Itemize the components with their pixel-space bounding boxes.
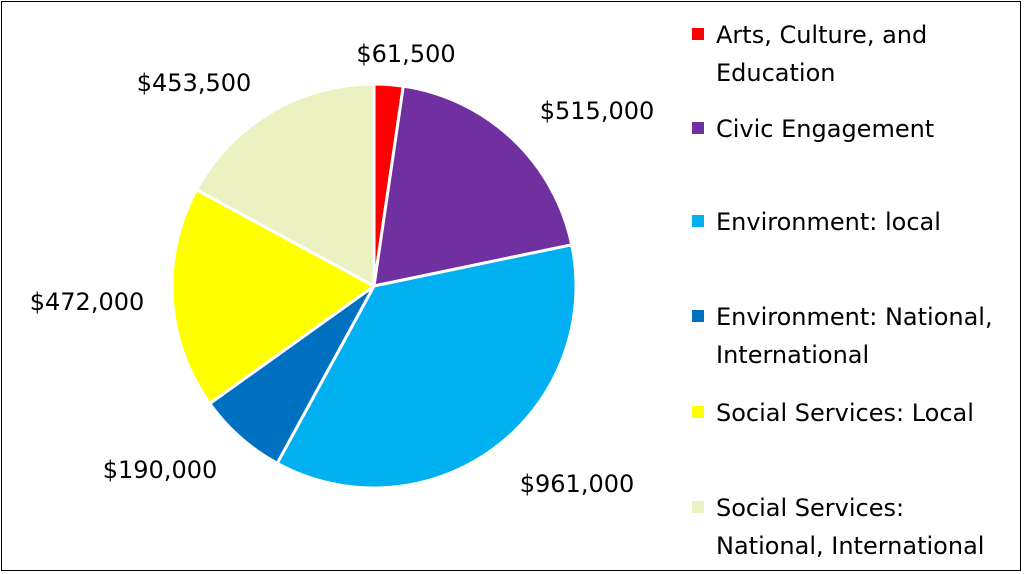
data-label-environment-local: $961,000 bbox=[520, 470, 635, 498]
legend-label-environment-local: Environment: local bbox=[716, 208, 941, 236]
legend-swatch-civic bbox=[692, 122, 704, 134]
legend-label-social-national: Social Services: National, International bbox=[716, 494, 985, 560]
legend-swatch-environment-national bbox=[692, 310, 704, 322]
data-label-environment-national: $190,000 bbox=[103, 456, 218, 484]
pie-slice-environment-local bbox=[275, 243, 578, 490]
legend: Arts, Culture, and Education Civic Engag… bbox=[692, 2, 1022, 572]
legend-label-civic: Civic Engagement bbox=[716, 115, 935, 143]
data-label-social-local: $472,000 bbox=[30, 288, 145, 316]
legend-label-arts: Arts, Culture, and Education bbox=[716, 21, 928, 87]
data-label-civic: $515,000 bbox=[540, 97, 655, 125]
pie-data-labels: $61,500 $515,000 $961,000 $190,000 $472,… bbox=[30, 40, 655, 498]
data-label-social-national: $453,500 bbox=[137, 69, 252, 97]
legend-swatch-environment-local bbox=[692, 215, 704, 227]
pie-slice-social-national bbox=[194, 82, 376, 288]
legend-swatch-social-local bbox=[692, 406, 704, 418]
pie-slices bbox=[170, 82, 578, 490]
legend-swatch-arts bbox=[692, 28, 704, 40]
pie-slice-civic bbox=[372, 84, 574, 288]
pie-slice-social-local bbox=[170, 188, 376, 406]
legend-swatch-social-national bbox=[692, 501, 704, 513]
data-label-arts: $61,500 bbox=[356, 40, 455, 68]
legend-label-social-local: Social Services: Local bbox=[716, 399, 974, 427]
legend-label-environment-national: Environment: National, International bbox=[716, 303, 993, 369]
